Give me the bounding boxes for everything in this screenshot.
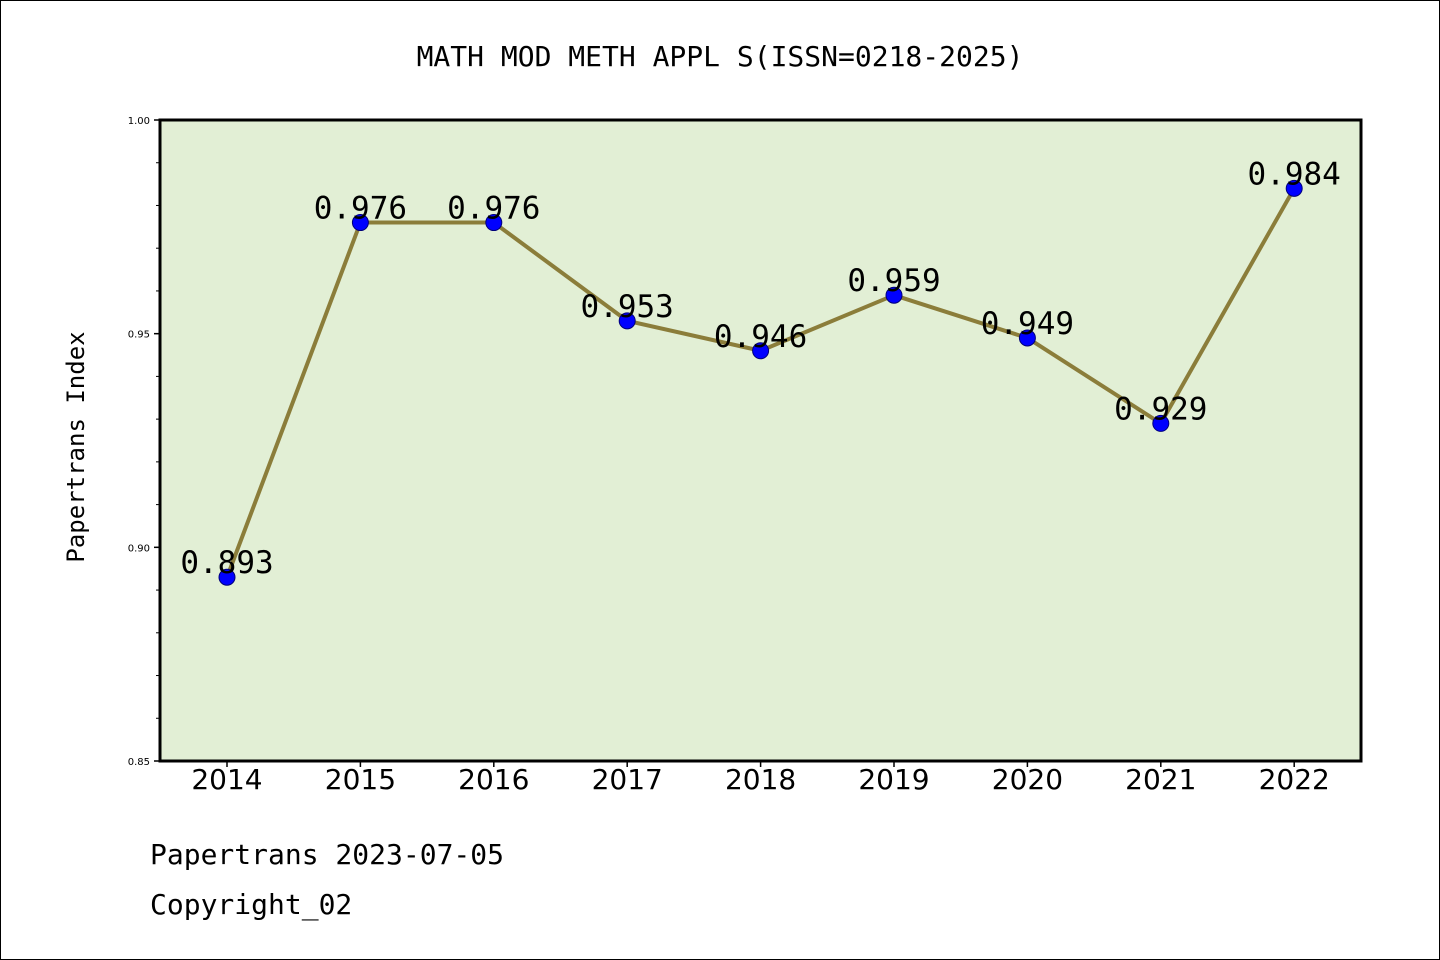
data-point [1018, 329, 1036, 347]
x-tick-label: 2021 [1125, 763, 1196, 796]
x-axis: 2014 2015 2016 2017 2018 2019 2020 2021 2022 [191, 761, 1330, 796]
footer-copyright: Copyright_02 [150, 888, 352, 922]
y-tick-label: 0.85 [128, 757, 150, 768]
y-tick-label: 0.95 [128, 330, 150, 341]
data-point [885, 286, 903, 304]
x-tick-label: 2016 [458, 763, 529, 796]
x-tick-label: 2017 [592, 763, 663, 796]
x-tick-label: 2019 [858, 763, 929, 796]
data-label: 0.976 [447, 191, 540, 227]
x-tick-label: 2020 [992, 763, 1063, 796]
y-tick-label: 1.00 [128, 116, 150, 127]
data-point [618, 312, 636, 330]
x-tick-label: 2022 [1259, 763, 1330, 796]
x-tick-label: 2014 [191, 763, 262, 796]
y-axis: 0.85 0.90 0.95 1.00 [128, 116, 160, 768]
data-labels: 0.893 0.976 0.976 0.953 0.946 0.959 0.949 0.929… [180, 156, 1341, 581]
footer-date: Papertrans 2023-07-05 [150, 838, 504, 871]
y-axis-label: Papertrans Index [62, 331, 90, 562]
x-tick-label: 2015 [325, 763, 396, 796]
y-tick-label: 0.90 [128, 543, 150, 554]
x-tick-label: 2018 [725, 763, 796, 796]
data-label: 0.949 [981, 306, 1074, 342]
data-label: 0.946 [714, 319, 807, 355]
data-label: 0.984 [1248, 156, 1341, 192]
data-point [218, 568, 236, 586]
data-label: 0.893 [180, 545, 273, 581]
data-point [752, 342, 770, 360]
data-point [1152, 414, 1170, 432]
data-point [485, 214, 503, 232]
data-label: 0.929 [1114, 391, 1207, 427]
chart-title: MATH MOD METH APPL S(ISSN=0218-2025) [417, 40, 1024, 73]
series-layer [218, 179, 1303, 586]
data-label: 0.953 [581, 289, 674, 325]
data-point [351, 214, 369, 232]
data-label: 0.976 [314, 191, 407, 227]
data-label: 0.959 [847, 263, 940, 299]
data-point [1285, 179, 1303, 197]
